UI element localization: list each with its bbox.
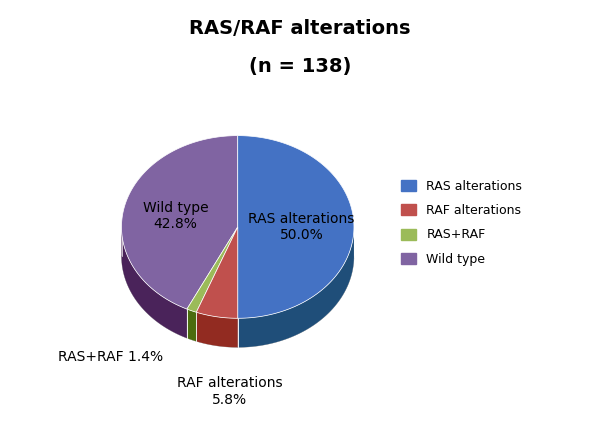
Text: RAF alterations
5.8%: RAF alterations 5.8% (176, 376, 282, 407)
Polygon shape (238, 136, 354, 318)
Polygon shape (238, 228, 354, 347)
Polygon shape (122, 136, 238, 309)
Polygon shape (196, 227, 238, 318)
Text: (n = 138): (n = 138) (249, 57, 351, 76)
Legend: RAS alterations, RAF alterations, RAS+RAF, Wild type: RAS alterations, RAF alterations, RAS+RA… (398, 176, 526, 269)
Text: Wild type
42.8%: Wild type 42.8% (143, 201, 208, 231)
Polygon shape (122, 227, 187, 338)
Polygon shape (196, 312, 238, 347)
Text: RAS alterations
50.0%: RAS alterations 50.0% (248, 212, 355, 242)
Text: RAS/RAF alterations: RAS/RAF alterations (189, 19, 411, 39)
Polygon shape (187, 227, 238, 312)
Polygon shape (187, 309, 196, 341)
Text: RAS+RAF 1.4%: RAS+RAF 1.4% (58, 350, 163, 364)
